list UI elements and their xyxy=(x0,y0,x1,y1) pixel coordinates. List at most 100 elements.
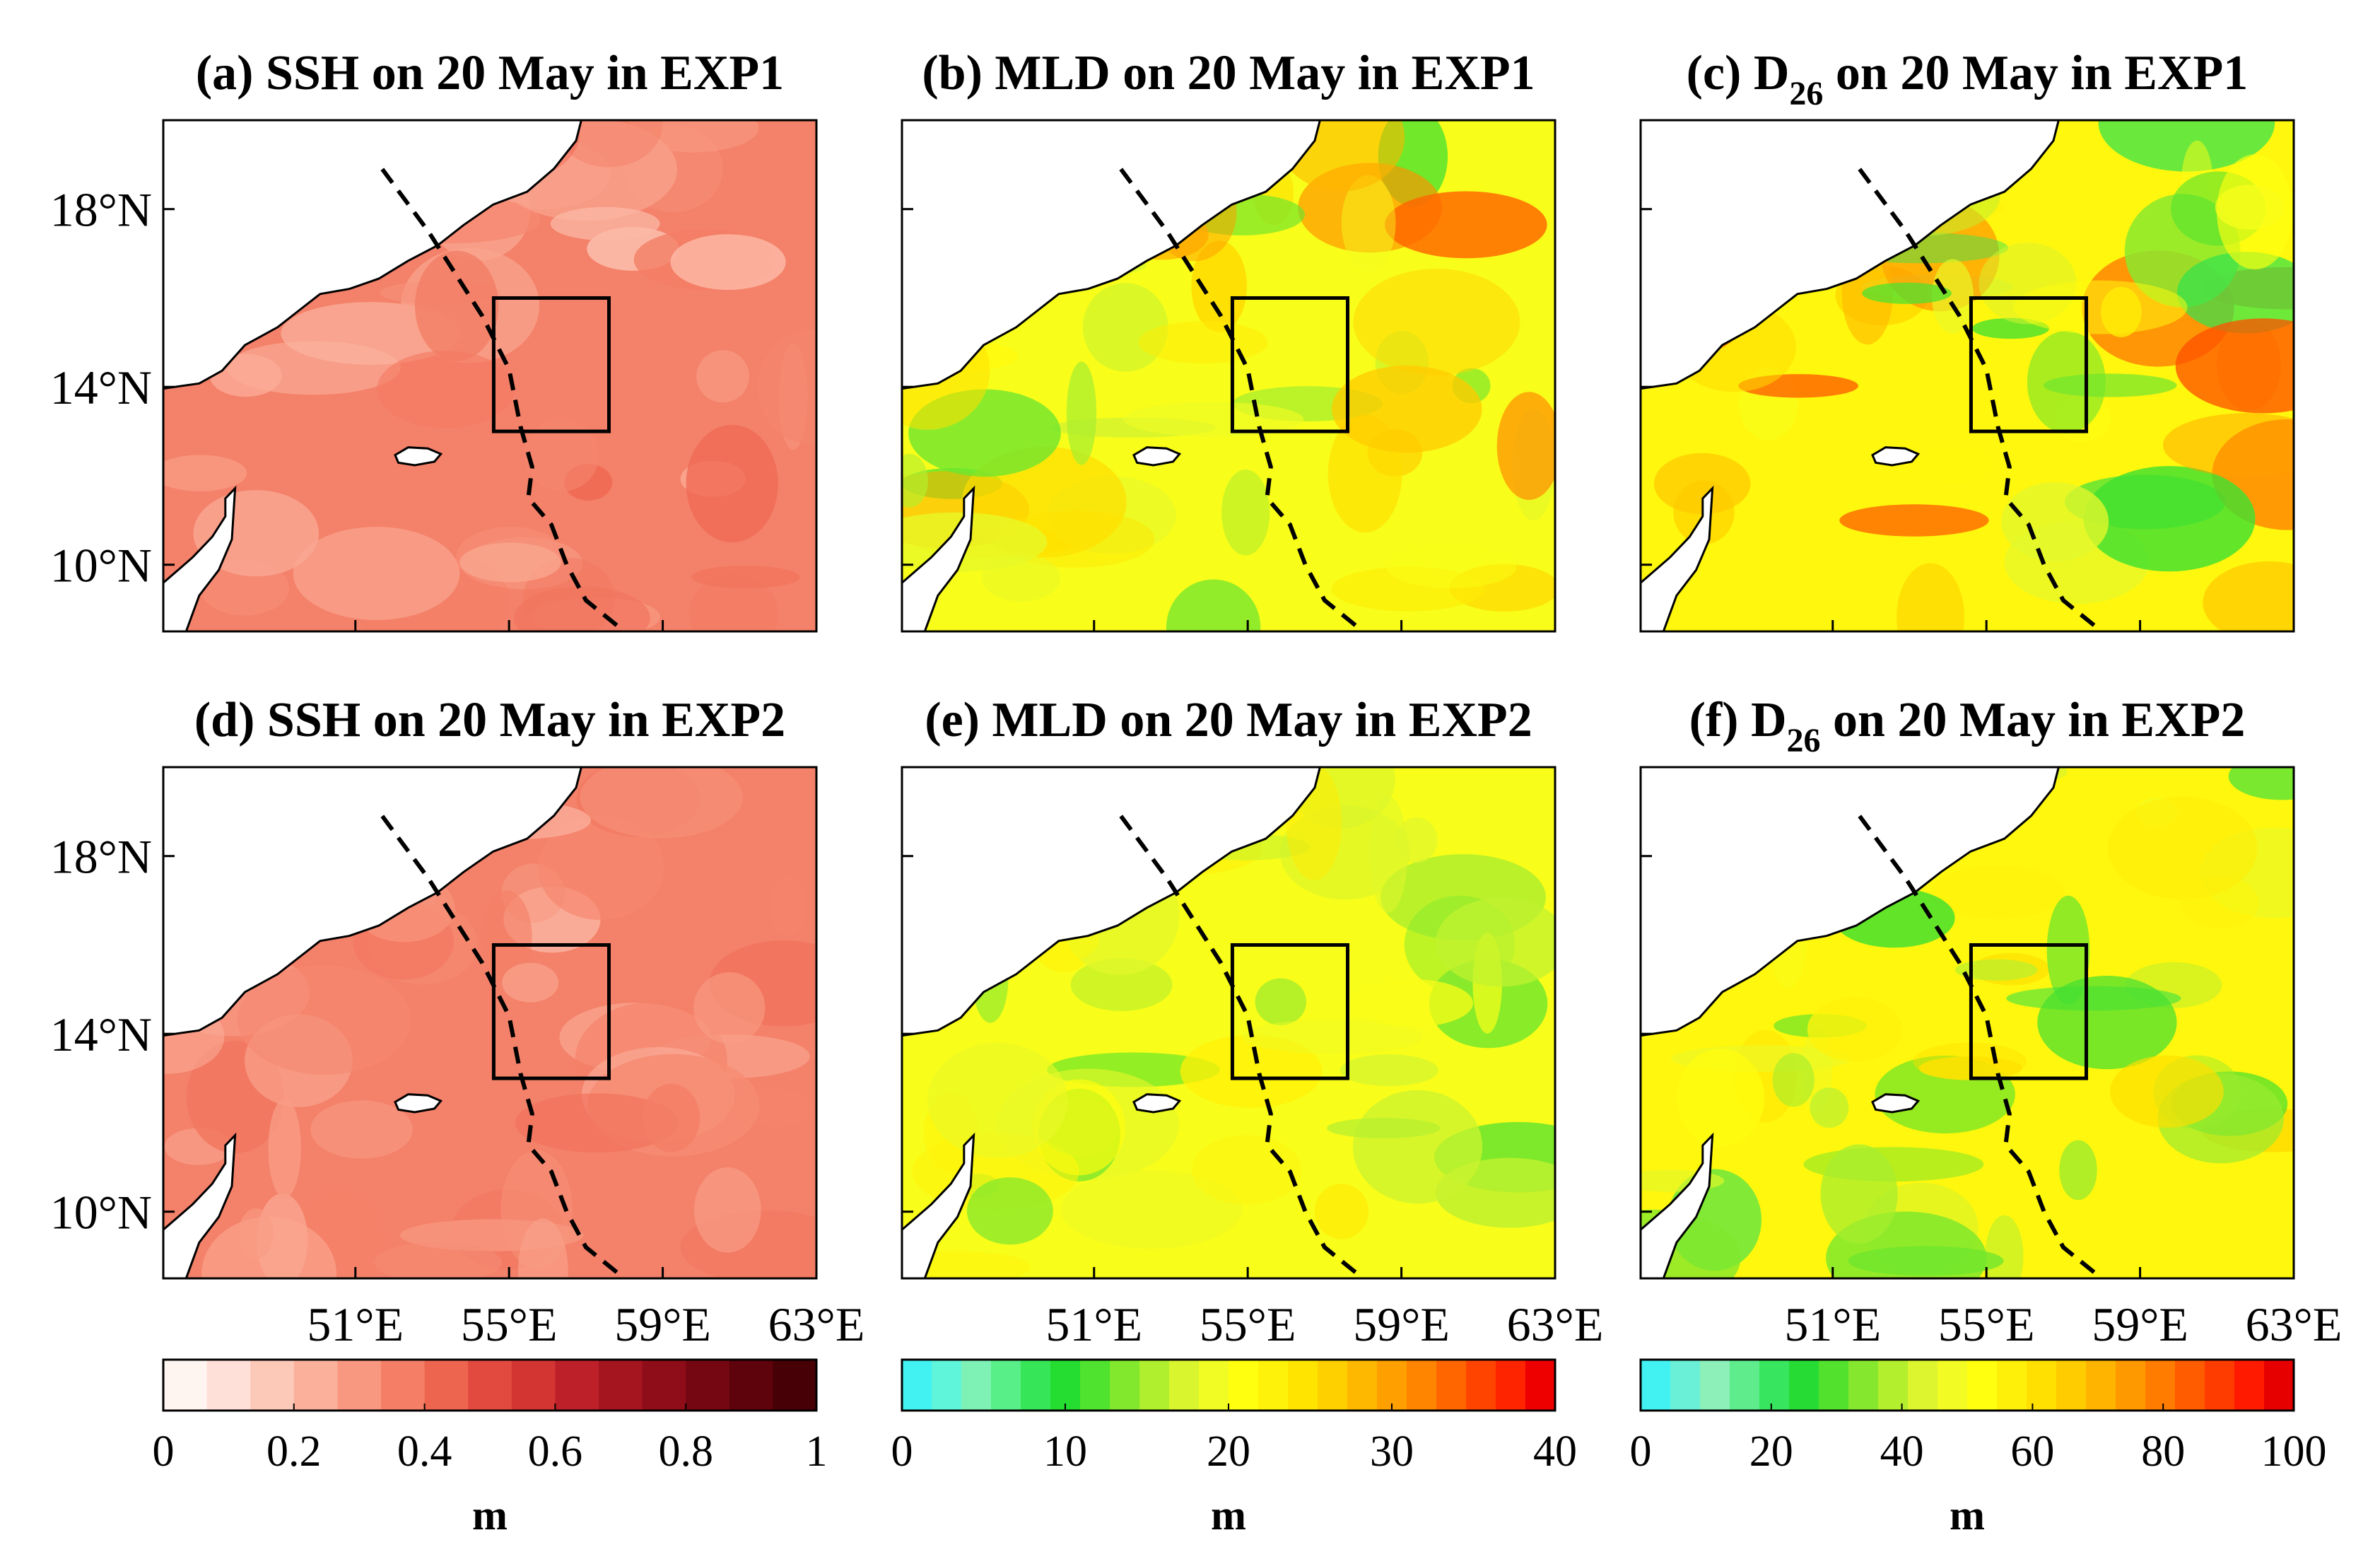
panel-title: (c) D26 on 20 May in EXP1 xyxy=(1687,46,2249,112)
xtick-label: 51°E xyxy=(1784,1297,1881,1351)
field-patch xyxy=(686,424,778,543)
panel-title: (b) MLD on 20 May in EXP1 xyxy=(922,46,1535,100)
colorbar-d26: 0 20 40 60 80 100 m xyxy=(1630,1358,2327,1539)
colorbar-swatch xyxy=(1789,1360,1819,1411)
xtick-label: 63°E xyxy=(768,1297,865,1351)
field-patch xyxy=(2043,373,2177,397)
xtick-label: 59°E xyxy=(614,1297,711,1351)
colorbar-swatch xyxy=(1700,1360,1730,1411)
xtick-label: 59°E xyxy=(1353,1297,1450,1351)
field-patch xyxy=(1449,564,1555,612)
island-socotra xyxy=(1132,1093,1182,1114)
field-patch xyxy=(1221,469,1270,556)
colorbar-swatch xyxy=(2027,1360,2057,1411)
cyclone-track xyxy=(1858,168,2104,634)
colorbar-swatch xyxy=(686,1360,730,1411)
colorbar-swatch xyxy=(1878,1360,1909,1411)
island-socotra xyxy=(1871,1093,1921,1114)
colorbar-swatch xyxy=(1641,1360,1671,1411)
colorbar-swatch xyxy=(1258,1360,1289,1411)
field-patch xyxy=(770,876,807,937)
field-patch xyxy=(2108,796,2258,900)
coastline-arabia xyxy=(901,119,1322,390)
axes-frame xyxy=(1639,119,2295,633)
field-mld xyxy=(902,767,1555,1278)
colorbar-unit: m xyxy=(1211,1492,1246,1539)
colorbar-swatch xyxy=(961,1360,992,1411)
field-patch xyxy=(2215,185,2285,230)
field-patch xyxy=(1496,392,1555,501)
field-patch xyxy=(1332,365,1482,453)
xtick-label: 51°E xyxy=(1045,1297,1142,1351)
field-patch xyxy=(1353,1090,1483,1204)
colorbar-swatch xyxy=(1318,1360,1348,1411)
colorbar-swatch xyxy=(1938,1360,1968,1411)
panel-title: (e) MLD on 20 May in EXP2 xyxy=(925,693,1532,747)
analysis-box xyxy=(491,943,611,1080)
field-patch xyxy=(670,234,786,290)
island-socotra xyxy=(1871,446,1921,467)
field-patch xyxy=(1772,1053,1815,1107)
cyclone-track xyxy=(380,168,626,634)
xtick-label: 51°E xyxy=(307,1297,404,1351)
colorbar-swatch xyxy=(1466,1360,1496,1411)
coastline-arabia xyxy=(1639,119,2060,390)
field-patch xyxy=(1314,1184,1368,1239)
field-patch xyxy=(1848,1246,2004,1276)
field-patch xyxy=(1930,865,2064,919)
colorbar-swatch xyxy=(1436,1360,1467,1411)
field-patch xyxy=(1192,1135,1301,1205)
colorbar-swatch xyxy=(381,1360,426,1411)
panel-e: 51°E 55°E 59°E 63°E (e) MLD on 20 May in EXP… xyxy=(901,693,1603,1351)
colorbar-swatch xyxy=(1967,1360,1998,1411)
field-d26 xyxy=(1641,767,2294,1278)
field-patch xyxy=(1255,978,1307,1026)
field-patch xyxy=(1436,897,1555,987)
field-patch xyxy=(293,527,460,620)
field-patch xyxy=(1070,958,1173,1011)
field-patch xyxy=(2177,252,2294,334)
title-prefix: (b) MLD xyxy=(922,46,1110,100)
field-patch xyxy=(1166,579,1261,631)
field-patch xyxy=(902,454,928,508)
ytick-label: 14°N xyxy=(50,361,152,414)
colorbar-swatch xyxy=(1496,1360,1526,1411)
colorbar-tick-label: 100 xyxy=(2261,1428,2327,1476)
colorbar-swatch xyxy=(991,1360,1021,1411)
colorbar-swatch xyxy=(2234,1360,2265,1411)
field-patch xyxy=(1180,1034,1323,1108)
colorbar-swatch xyxy=(1377,1360,1407,1411)
panel-title: (a) SSH on 20 May in EXP1 xyxy=(196,46,784,100)
field-patch xyxy=(238,1208,274,1259)
field-patch xyxy=(524,419,599,492)
colorbar-swatch xyxy=(1670,1360,1701,1411)
coastline-arabia xyxy=(1639,766,2060,1037)
colorbar-frame xyxy=(1639,1358,2295,1412)
field-patch xyxy=(310,1100,413,1159)
field-patch xyxy=(688,573,779,631)
colorbar-swatch xyxy=(932,1360,962,1411)
cyclone-track xyxy=(1858,815,2104,1280)
field-patch xyxy=(537,815,664,921)
field-patch xyxy=(1839,504,1989,537)
cyclone-track xyxy=(1119,815,1365,1280)
xtick-label: 63°E xyxy=(2246,1297,2343,1351)
colorbar-swatch xyxy=(1407,1360,1437,1411)
colorbar-frame xyxy=(162,1358,818,1412)
field-patch xyxy=(2046,895,2090,1005)
axes-frame xyxy=(162,119,818,633)
panel-d: 18°N 14°N 10°N 51°E 55°E 59°E 63°E (d) SSH on 2… xyxy=(50,693,865,1351)
colorbar-swatch xyxy=(2116,1360,2146,1411)
field-patch xyxy=(1242,1019,1423,1054)
colorbar-tick-label: 20 xyxy=(1749,1428,1793,1476)
field-patch xyxy=(1331,566,1485,612)
field-patch xyxy=(1932,259,1974,334)
field-patch xyxy=(1677,1049,1765,1147)
colorbar-swatch xyxy=(599,1360,643,1411)
colorbar-swatch xyxy=(1525,1360,1556,1411)
axes-frame xyxy=(1639,766,2295,1280)
cyclone-track xyxy=(1119,168,1365,634)
colorbar-swatch xyxy=(1110,1360,1140,1411)
field-patch xyxy=(1386,544,1517,588)
